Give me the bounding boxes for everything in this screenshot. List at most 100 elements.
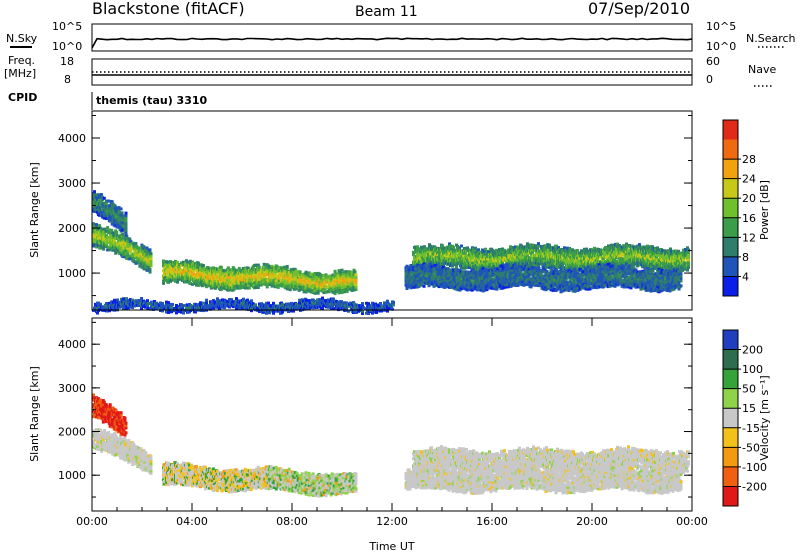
heatmap-cell xyxy=(484,247,487,251)
heatmap-cell xyxy=(97,199,101,202)
heatmap-cell xyxy=(622,251,625,255)
heatmap-cell xyxy=(100,243,104,247)
heatmap-cell xyxy=(427,252,430,256)
heatmap-cell xyxy=(253,285,257,289)
heatmap-cell xyxy=(119,207,123,211)
heatmap-cell xyxy=(654,264,657,268)
heatmap-cell xyxy=(178,265,181,269)
heatmap-cell xyxy=(523,262,526,266)
heatmap-cell xyxy=(628,249,631,252)
heatmap-cell xyxy=(124,231,128,235)
heatmap-cell xyxy=(569,248,572,252)
heatmap-cell xyxy=(615,249,618,252)
heatmap-cell xyxy=(323,275,327,278)
heatmap-cell xyxy=(274,279,278,283)
heatmap-cell xyxy=(174,259,177,263)
heatmap-cell xyxy=(557,246,560,250)
heatmap-cell xyxy=(104,202,108,206)
heatmap-cell xyxy=(466,253,469,257)
heatmap-cell xyxy=(102,196,106,200)
heatmap-cell xyxy=(441,261,444,265)
heatmap-cell xyxy=(237,266,241,270)
heatmap-cell xyxy=(142,262,146,266)
heatmap-cell xyxy=(533,246,536,250)
heatmap-cell xyxy=(493,259,496,263)
heatmap-cell xyxy=(594,264,597,268)
heatmap-cell xyxy=(190,282,194,286)
heatmap-cell xyxy=(552,254,555,258)
heatmap-cell xyxy=(107,206,111,210)
heatmap-cell xyxy=(293,267,297,271)
heatmap-cell xyxy=(187,279,191,283)
heatmap-cell xyxy=(455,265,458,269)
heatmap-cell xyxy=(624,260,627,264)
heatmap-cell xyxy=(267,264,271,268)
heatmap-cell xyxy=(240,286,244,289)
heatmap-cell xyxy=(650,250,653,253)
heatmap-cell xyxy=(616,242,619,246)
heatmap-cell xyxy=(340,291,344,294)
heatmap-cell xyxy=(124,211,128,215)
heatmap-cell xyxy=(166,265,169,269)
heatmap-cell xyxy=(129,239,133,243)
heatmap-cell xyxy=(611,243,614,247)
heatmap-cell xyxy=(293,280,297,284)
heatmap-cell xyxy=(335,274,339,278)
heatmap-cell xyxy=(448,242,451,246)
heatmap-cell xyxy=(169,279,172,283)
heatmap-cell xyxy=(213,286,217,290)
heatmap-cell xyxy=(509,247,512,251)
nsky-label: N.Sky xyxy=(6,32,38,45)
heatmap-cell xyxy=(115,230,119,234)
heatmap-cell xyxy=(596,257,599,261)
heatmap-cell xyxy=(92,224,95,228)
heatmap-cell xyxy=(265,285,269,289)
heatmap-cell xyxy=(92,222,95,226)
heatmap-cell xyxy=(167,261,170,265)
heatmap-cell xyxy=(171,278,174,282)
heatmap-cell xyxy=(543,256,546,260)
heatmap-cell xyxy=(545,252,548,256)
heatmap-cell xyxy=(414,260,417,264)
heatmap-cell xyxy=(354,273,358,277)
heatmap-cell xyxy=(452,258,455,262)
heatmap-cell xyxy=(416,260,419,264)
heatmap-cell xyxy=(118,252,122,256)
heatmap-cell xyxy=(640,260,643,264)
heatmap-cell xyxy=(308,287,312,291)
heatmap-cell xyxy=(578,251,581,255)
heatmap-cell xyxy=(211,266,215,270)
heatmap-cell xyxy=(232,275,236,279)
heatmap-cell xyxy=(110,200,114,204)
heatmap-cell xyxy=(307,271,311,275)
heatmap-cell xyxy=(442,251,445,255)
heatmap-cell xyxy=(270,279,274,283)
heatmap-cell xyxy=(235,276,239,280)
heatmap-cell xyxy=(99,246,103,250)
heatmap-cell xyxy=(188,282,192,285)
heatmap-cell xyxy=(183,262,187,266)
heatmap-cell xyxy=(506,263,510,267)
heatmap-cell xyxy=(93,210,96,213)
heatmap-cell xyxy=(471,261,474,265)
heatmap-cell xyxy=(176,263,179,267)
heatmap-cell xyxy=(605,253,608,257)
heatmap-cell xyxy=(640,263,643,266)
heatmap-cell xyxy=(634,247,637,251)
heatmap-cell xyxy=(327,287,331,291)
heatmap-cell xyxy=(421,248,424,252)
heatmap-cell xyxy=(232,267,236,271)
heatmap-cell xyxy=(571,248,574,252)
heatmap-cell xyxy=(493,249,496,253)
heatmap-cell xyxy=(311,278,315,282)
heatmap-cell xyxy=(204,285,208,289)
heatmap-cell xyxy=(605,248,608,252)
heatmap-cell xyxy=(195,266,199,269)
heatmap-cell xyxy=(316,291,320,295)
heatmap-cell xyxy=(117,208,121,212)
heatmap-cell xyxy=(132,257,136,261)
heatmap-cell xyxy=(637,247,640,251)
heatmap-cell xyxy=(220,275,224,279)
heatmap-cell xyxy=(354,280,358,284)
